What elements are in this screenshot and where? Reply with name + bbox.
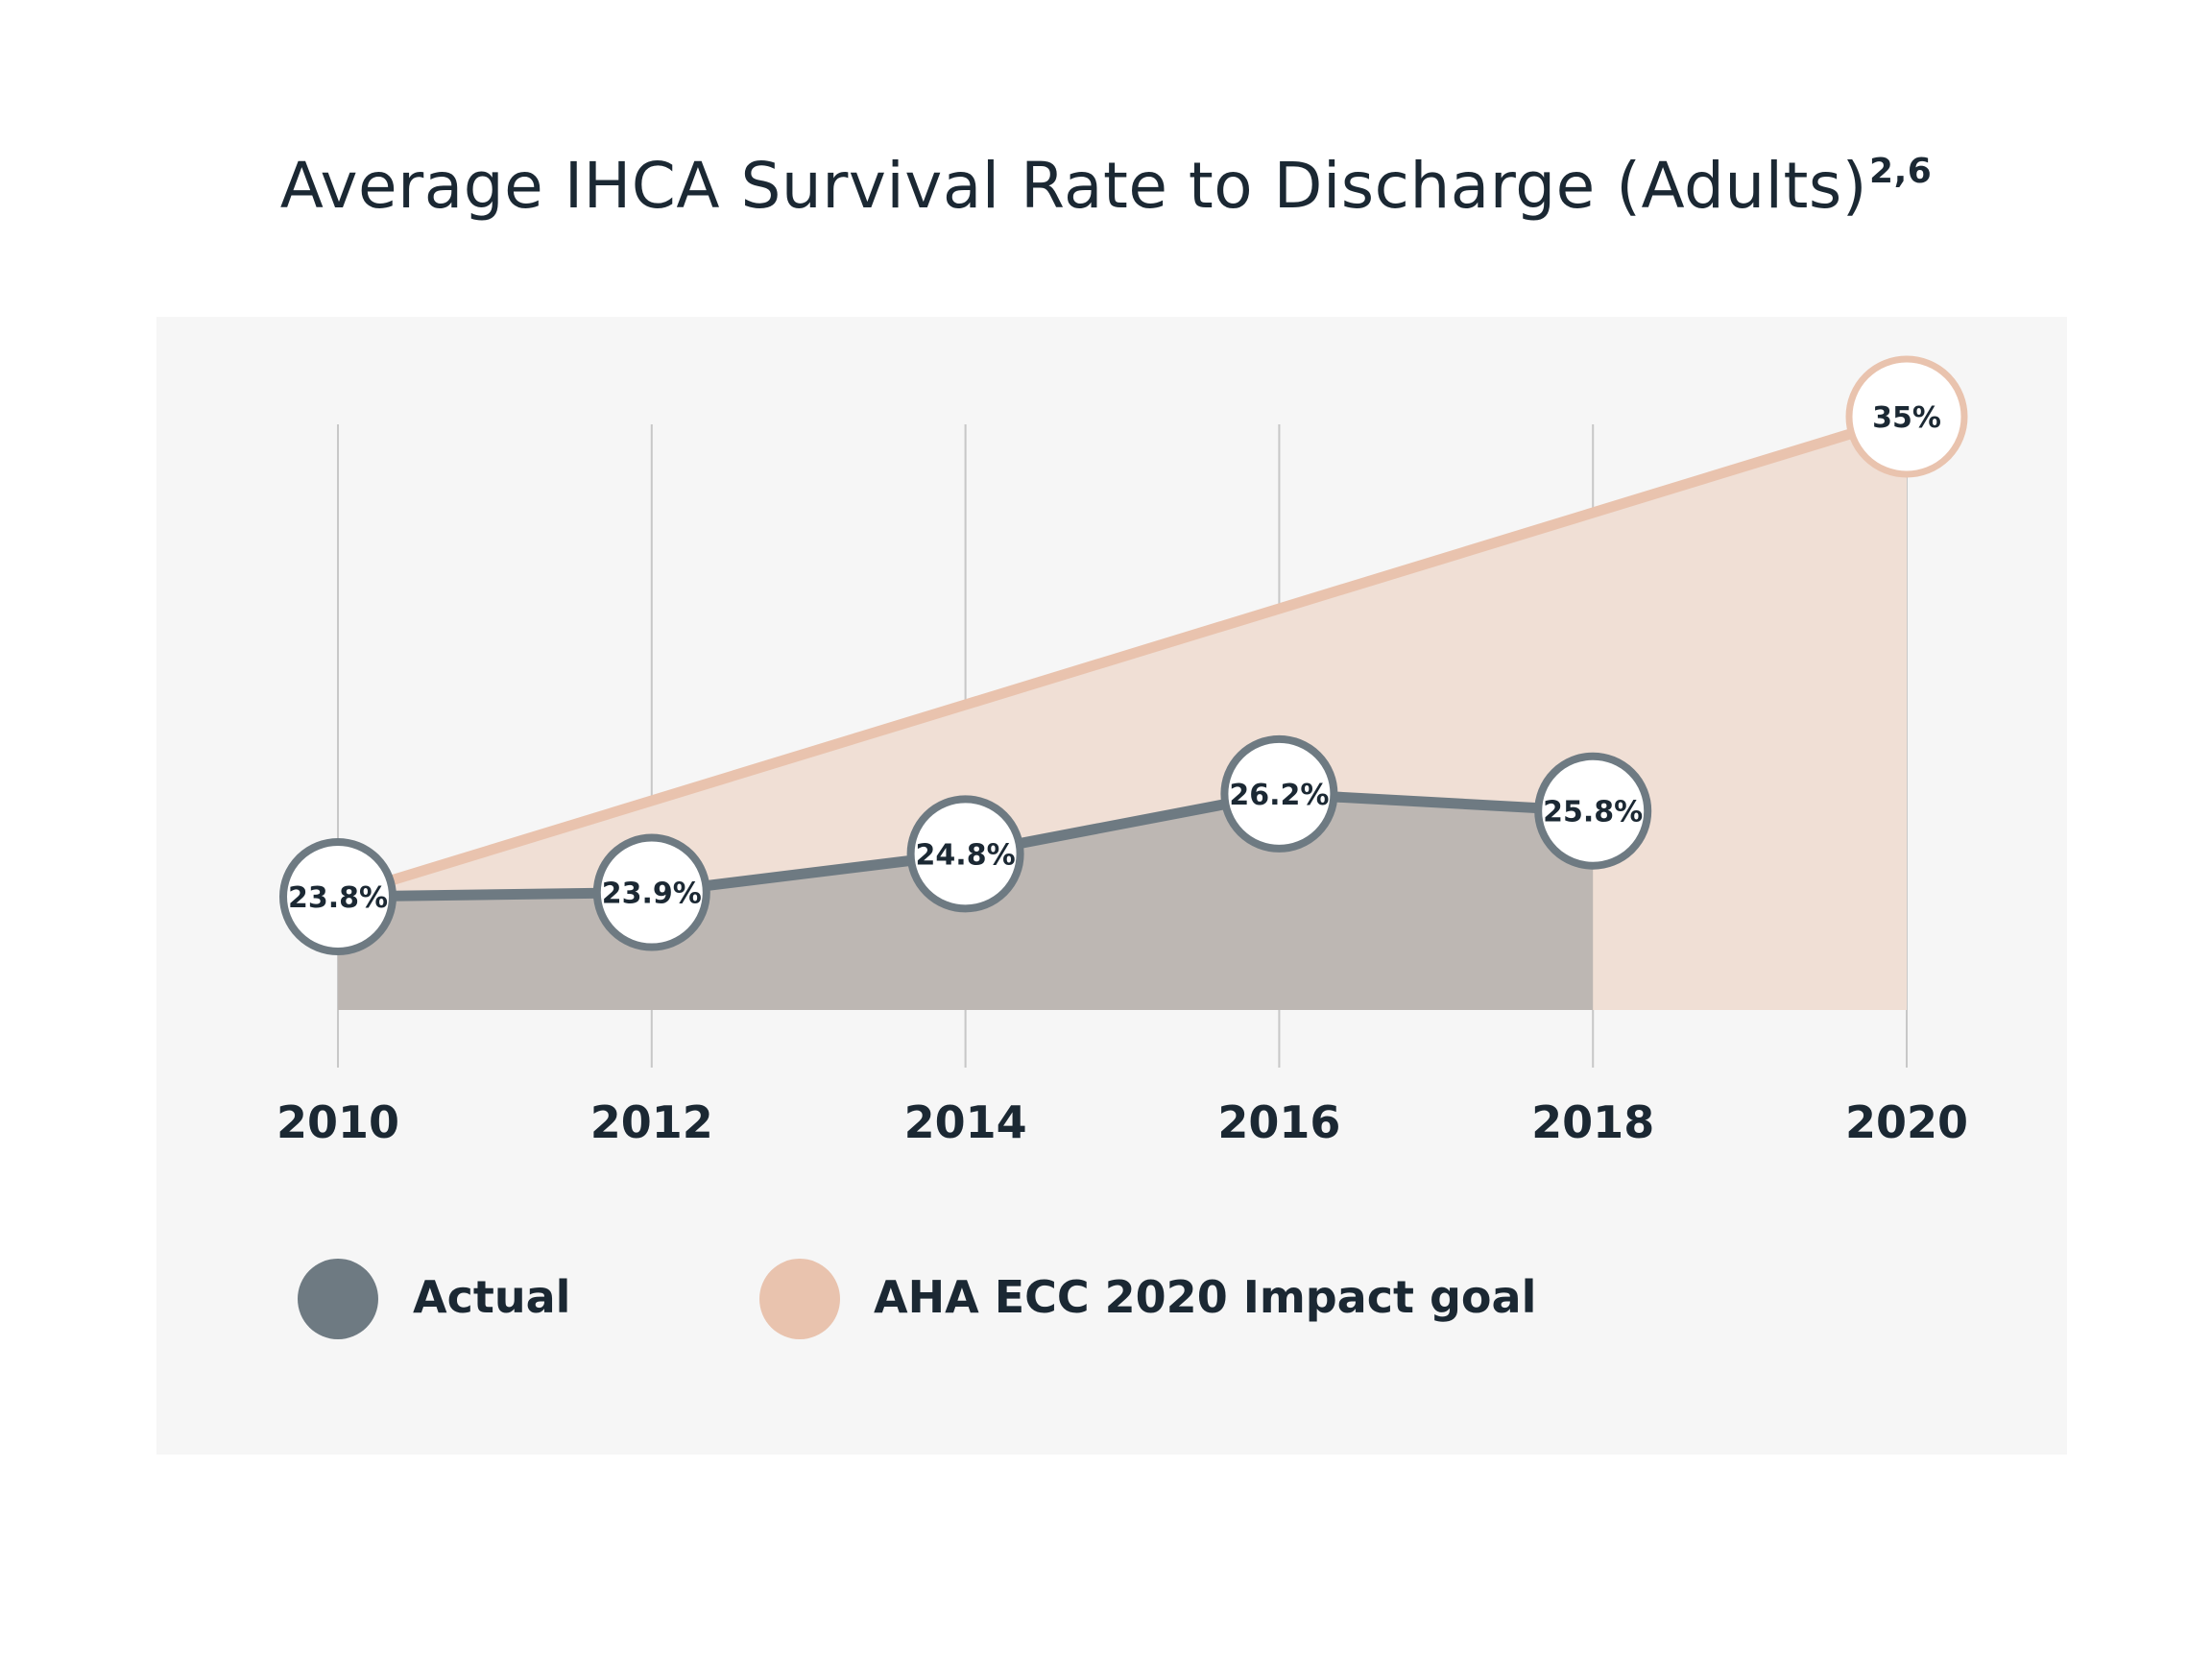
actual-point-2016: 26.2% [1220, 734, 1338, 853]
actual-point-circle [906, 795, 1024, 913]
actual-point-2010: 23.8% [279, 838, 397, 955]
actual-point-circle [592, 833, 710, 951]
x-tick-2020: 2020 [1845, 1096, 1968, 1148]
data-markers: 23.8% 23.9% 24.8% 26.2% 25.8% 35% [279, 355, 1968, 955]
x-tick-labels: 2010 2012 2014 2016 2018 2020 [276, 1096, 1968, 1148]
actual-point-2012: 23.9% [592, 833, 710, 951]
legend-swatch-goal [759, 1259, 840, 1339]
legend-label-goal: AHA ECC 2020 Impact goal [874, 1271, 1536, 1323]
legend-label-actual: Actual [413, 1271, 570, 1323]
actual-point-label: 23.8% [288, 881, 388, 915]
goal-line [332, 411, 1912, 902]
x-tick-2012: 2012 [590, 1096, 713, 1148]
actual-point-2018: 25.8% [1534, 752, 1652, 870]
x-tick-2018: 2018 [1531, 1096, 1654, 1148]
goal-point-circle [1845, 355, 1968, 478]
actual-point-label: 24.8% [916, 838, 1016, 872]
legend-item-goal: AHA ECC 2020 Impact goal [759, 1259, 1536, 1339]
goal-point-2020: 35% [1845, 355, 1968, 478]
chart-title: Average IHCA Survival Rate to Discharge … [0, 149, 2212, 223]
actual-point-label: 23.9% [602, 878, 702, 911]
actual-point-circle [1220, 734, 1338, 853]
chart-title-text: Average IHCA Survival Rate to Discharge … [279, 149, 1868, 223]
actual-point-label: 25.8% [1543, 796, 1643, 830]
actual-point-label: 26.2% [1229, 779, 1329, 812]
actual-point-2014: 24.8% [906, 795, 1024, 913]
goal-point-label: 35% [1872, 401, 1941, 435]
x-tick-2016: 2016 [1217, 1096, 1340, 1148]
legend: Actual AHA ECC 2020 Impact goal [298, 1259, 1536, 1339]
actual-point-circle [1534, 752, 1652, 870]
chart-title-superscript: 2,6 [1869, 152, 1933, 191]
x-tick-2010: 2010 [276, 1096, 399, 1148]
x-tick-2014: 2014 [904, 1096, 1027, 1148]
legend-swatch-actual [298, 1259, 378, 1339]
actual-point-circle [279, 838, 397, 955]
legend-item-actual: Actual [298, 1259, 570, 1339]
